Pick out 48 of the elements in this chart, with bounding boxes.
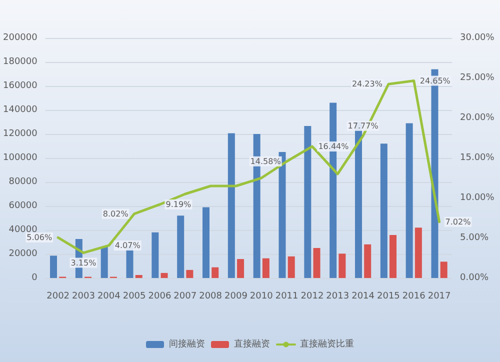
y-tick-label: 60000: [8, 201, 38, 211]
data-label: 16.44%: [318, 142, 350, 151]
legend-label: 直接融资: [234, 338, 270, 350]
y-tick-label: 180000: [2, 57, 38, 67]
y-tick-label: 120000: [2, 129, 38, 139]
y2-tick-label: 15.00%: [460, 153, 495, 163]
y-tick-label: 140000: [2, 105, 38, 115]
y-tick-label: 20000: [8, 249, 38, 259]
y2-tick-label: 25.00%: [460, 73, 495, 83]
data-label: 8.02%: [102, 209, 129, 218]
y-tick-label: 80000: [8, 177, 38, 187]
x-tick-label: 2016: [402, 292, 426, 302]
y-tick-label: 0: [32, 273, 38, 283]
y-tick-label: 160000: [2, 81, 38, 91]
y-tick-label: 40000: [8, 225, 38, 235]
x-tick-label: 2015: [377, 292, 400, 302]
y2-tick-label: 5.00%: [460, 233, 490, 243]
x-tick-label: 2006: [148, 292, 172, 302]
x-tick-label: 2009: [224, 292, 248, 302]
x-tick-label: 2002: [46, 292, 70, 302]
y-tick-label: 100000: [2, 153, 38, 163]
x-tick-label: 2012: [300, 292, 324, 302]
y2-tick-label: 0.00%: [460, 273, 490, 283]
y-tick-label: 200000: [2, 33, 38, 43]
x-tick-label: 2010: [250, 292, 274, 302]
y2-tick-label: 10.00%: [460, 193, 495, 203]
x-tick-label: 2003: [72, 292, 95, 302]
data-label: 24.23%: [352, 80, 383, 89]
x-tick-label: 2005: [122, 292, 146, 302]
x-tick-label: 2007: [174, 292, 197, 302]
x-tick-label: 2017: [428, 292, 451, 302]
x-tick-label: 2004: [97, 292, 121, 302]
data-label: 5.06%: [26, 233, 52, 242]
x-tick-label: 2008: [199, 292, 222, 302]
x-tick-label: 2013: [326, 292, 350, 302]
x-tick-label: 2014: [352, 292, 375, 302]
data-label: 24.65%: [420, 76, 451, 86]
legend-label: 间接融资: [169, 338, 205, 350]
legend-label: 直接融资比重: [300, 338, 354, 350]
data-label: 4.07%: [114, 240, 141, 250]
x-tick-label: 2011: [275, 292, 298, 302]
data-label: 17.77%: [348, 121, 379, 130]
data-label: 9.19%: [166, 200, 192, 209]
data-label: 14.58%: [250, 156, 282, 166]
data-label: 7.02%: [445, 217, 472, 226]
data-label: 3.15%: [70, 258, 97, 268]
y2-tick-label: 20.00%: [460, 113, 495, 123]
y2-tick-label: 30.00%: [460, 33, 495, 43]
